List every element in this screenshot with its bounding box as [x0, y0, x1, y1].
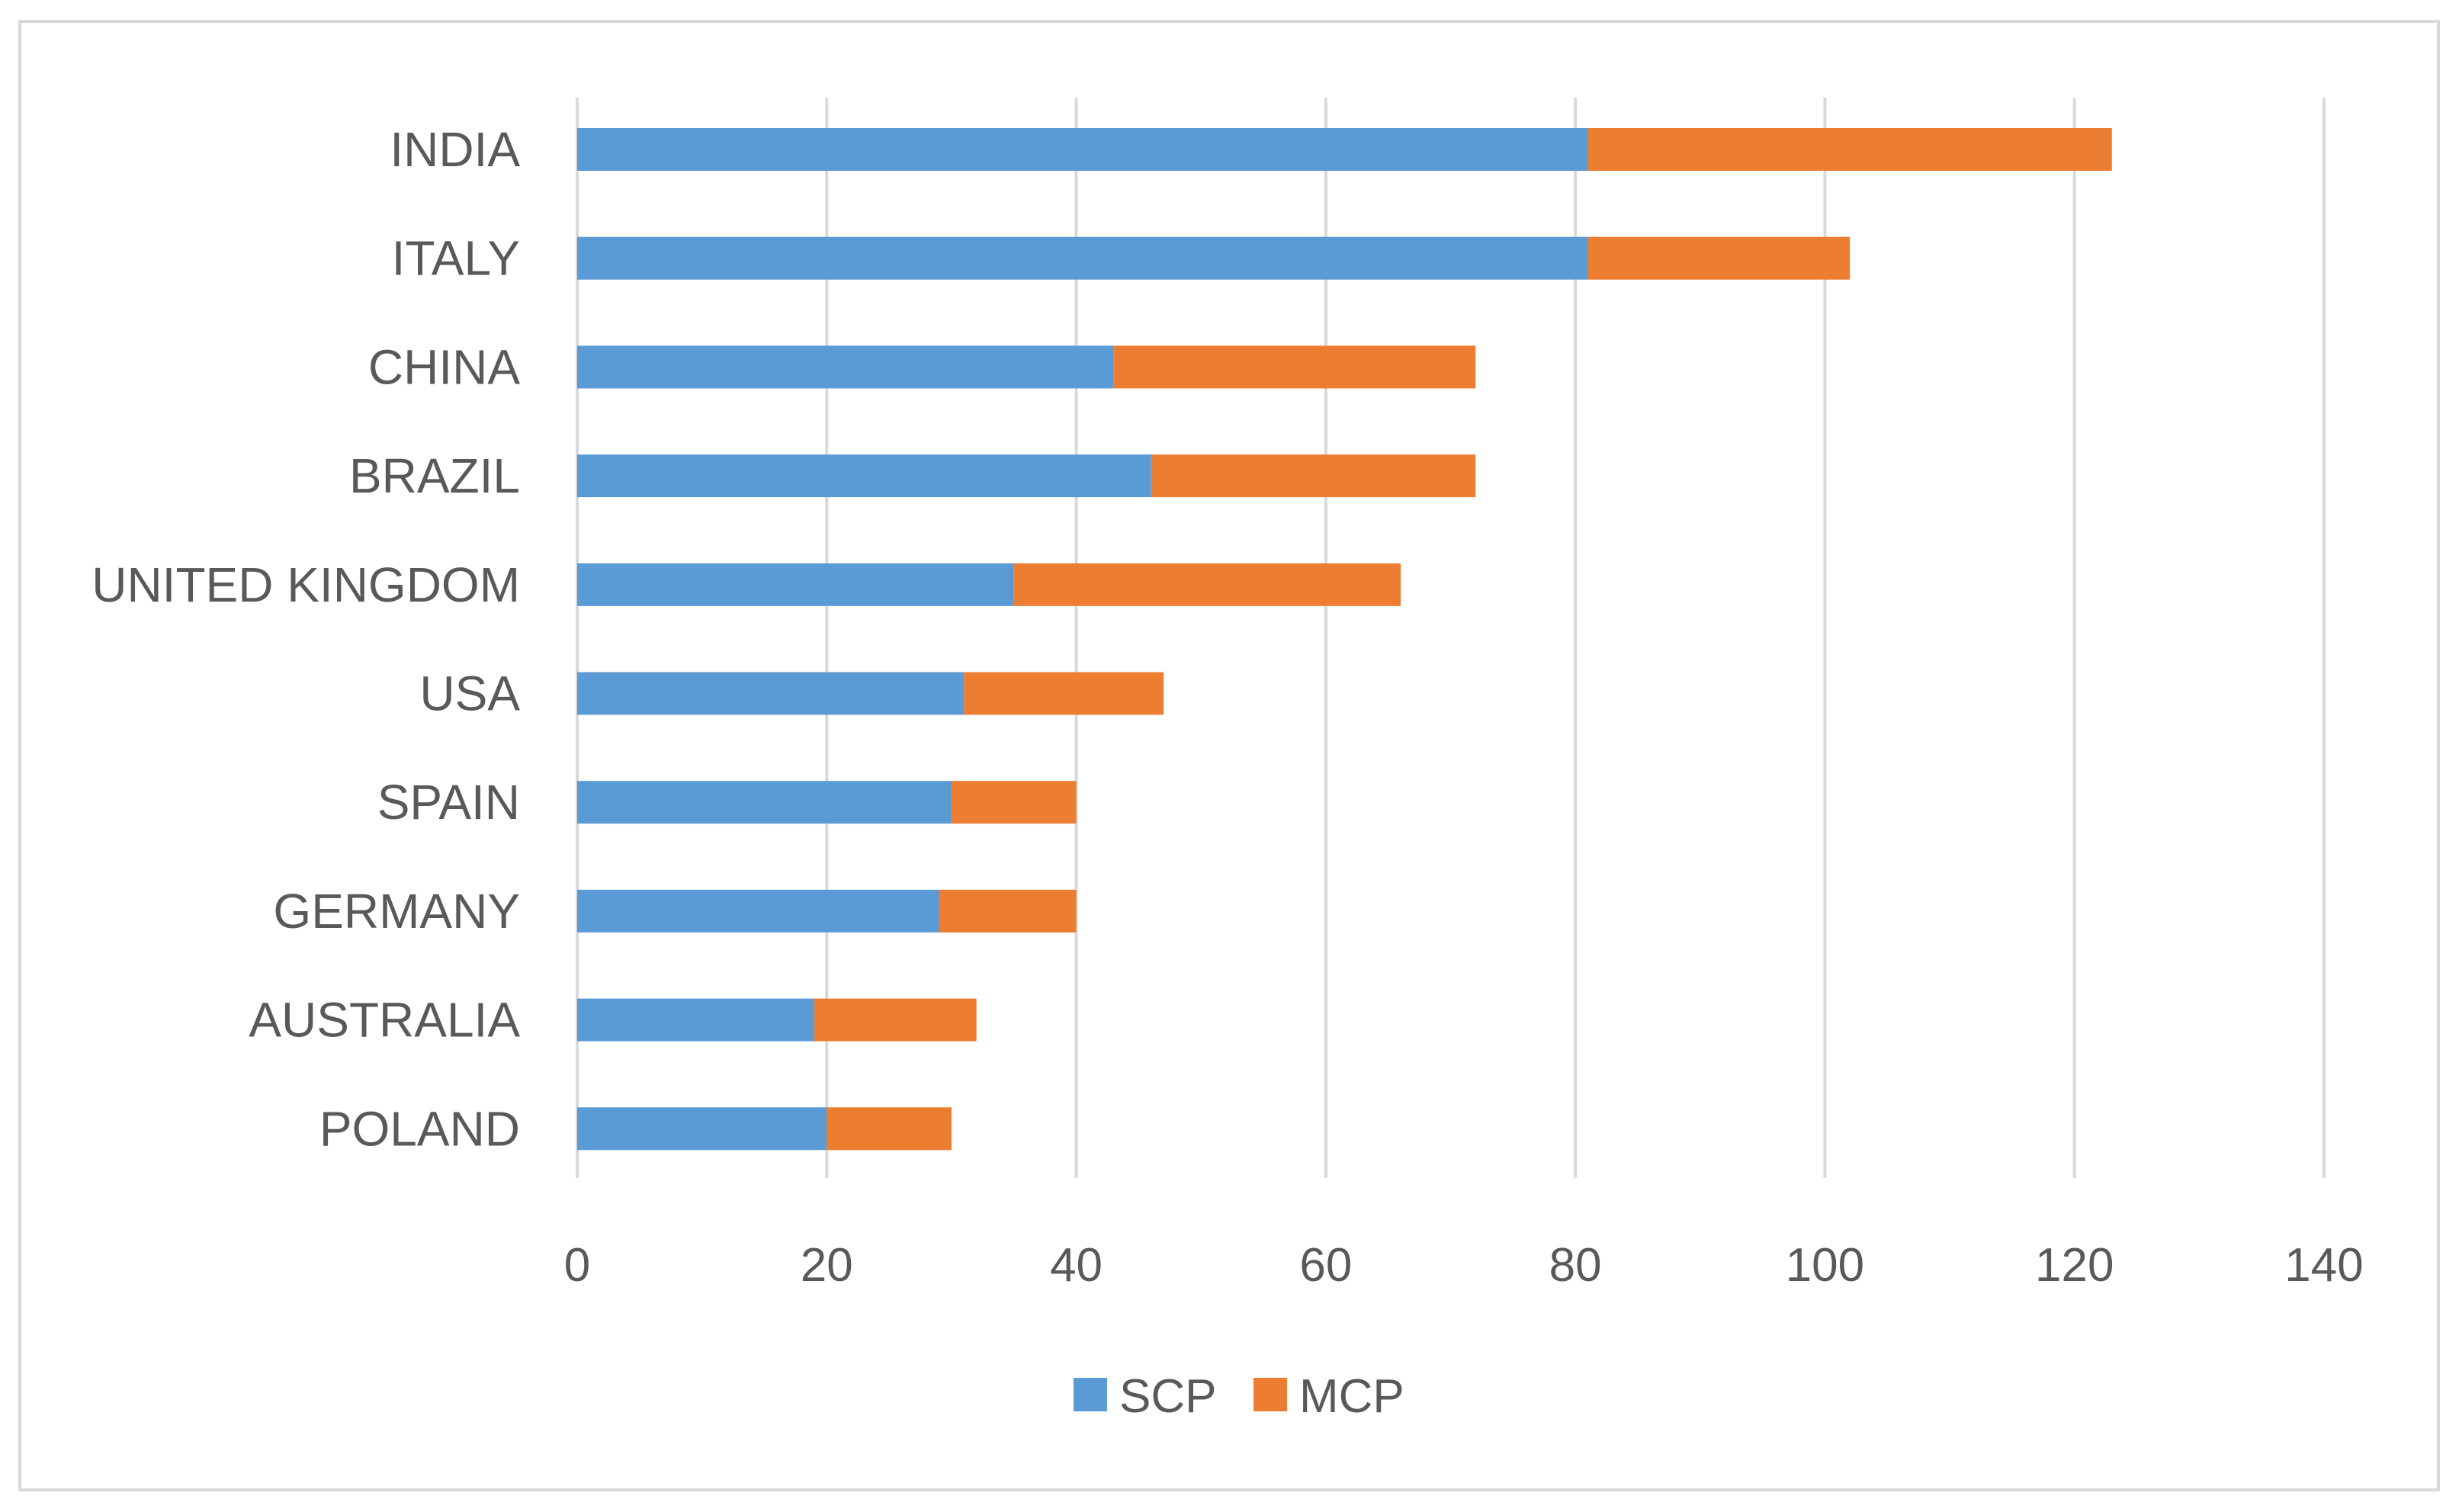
- bar-mcp-united-kingdom: [1013, 563, 1401, 606]
- bar-mcp-poland: [827, 1107, 952, 1151]
- bar-scp-australia: [577, 998, 814, 1042]
- bar-mcp-australia: [814, 998, 977, 1042]
- bar-scp-united-kingdom: [577, 563, 1014, 606]
- category-label: UNITED KINGDOM: [91, 557, 520, 612]
- bar-mcp-china: [1113, 345, 1476, 389]
- bar-scp-usa: [577, 672, 965, 715]
- bar-mcp-spain: [951, 781, 1077, 824]
- bar-scp-china: [577, 345, 1114, 389]
- category-label: CHINA: [368, 339, 520, 394]
- x-tick-label: 40: [1050, 1239, 1103, 1292]
- bar-scp-germany: [577, 889, 939, 933]
- legend: SCP MCP: [1074, 1370, 1404, 1423]
- bar-scp-spain: [577, 781, 952, 824]
- category-label: ITALY: [392, 231, 520, 286]
- category-label: SPAIN: [377, 775, 520, 830]
- x-tick-label: 120: [2035, 1239, 2114, 1292]
- category-label: GERMANY: [273, 884, 520, 939]
- legend-label-scp: SCP: [1119, 1370, 1216, 1423]
- x-tick-label: 20: [801, 1239, 853, 1292]
- bar-mcp-germany: [939, 889, 1077, 933]
- bar-scp-brazil: [577, 454, 1151, 498]
- category-label: POLAND: [319, 1101, 520, 1156]
- x-tick-label: 140: [2284, 1239, 2363, 1292]
- legend-label-mcp: MCP: [1299, 1370, 1404, 1423]
- x-tick-label: 100: [1786, 1239, 1864, 1292]
- x-tick-label: 0: [564, 1239, 590, 1292]
- bar-scp-india: [577, 128, 1588, 171]
- x-tick-labels: 0 20 40 60 80 100 120 140: [564, 1239, 2364, 1292]
- legend-swatch-mcp: [1253, 1378, 1287, 1411]
- bar-scp-poland: [577, 1107, 827, 1151]
- category-label: USA: [419, 666, 520, 721]
- category-label: AUSTRALIA: [249, 993, 520, 1048]
- bar-mcp-brazil: [1151, 454, 1476, 498]
- bar-scp-italy: [577, 236, 1588, 280]
- bar-mcp-india: [1587, 128, 2112, 171]
- bar-mcp-italy: [1587, 236, 1851, 280]
- category-label: INDIA: [390, 122, 520, 177]
- bar-mcp-usa: [964, 672, 1164, 715]
- category-label: BRAZIL: [349, 448, 520, 503]
- bars: [577, 128, 2112, 1151]
- x-tick-label: 80: [1549, 1239, 1602, 1292]
- x-tick-label: 60: [1299, 1239, 1352, 1292]
- legend-swatch-scp: [1074, 1378, 1107, 1411]
- category-labels: INDIA ITALY CHINA BRAZIL UNITED KINGDOM USA SP…: [91, 122, 520, 1156]
